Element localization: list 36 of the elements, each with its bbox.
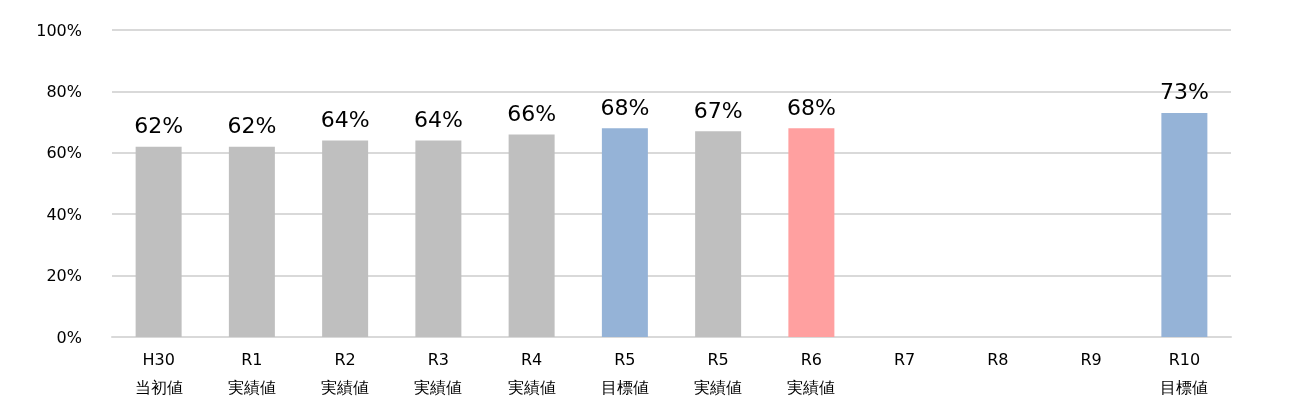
data-label: 64% — [413, 107, 463, 133]
y-tick-label: 20% — [46, 266, 82, 286]
x-tick-label: R2 実績値 — [321, 349, 370, 397]
x-tick-label: R6 実績値 — [787, 349, 836, 397]
x-tick-label: R1 実績値 — [227, 349, 276, 397]
x-tick-label: R8 — [987, 349, 1009, 369]
x-tick-label: H30 当初値 — [134, 349, 183, 397]
data-label: 62% — [134, 113, 184, 139]
data-label: 68% — [786, 94, 836, 120]
bar — [601, 128, 648, 337]
y-tick-label: 80% — [46, 81, 82, 101]
x-tick-label: R4 実績値 — [507, 349, 556, 397]
bar — [1161, 112, 1208, 337]
data-label: 66% — [507, 100, 557, 126]
bar — [508, 134, 555, 337]
x-tick-label: R9 — [1080, 349, 1102, 369]
data-label: 67% — [693, 97, 743, 123]
x-tick-label: R5 実績値 — [694, 349, 743, 397]
data-label: 64% — [320, 107, 370, 133]
data-label: 73% — [1159, 79, 1209, 105]
x-tick-label: R7 — [893, 349, 916, 369]
bar — [135, 146, 182, 337]
data-label: 62% — [227, 113, 277, 139]
bar — [415, 140, 462, 337]
y-tick-label: 60% — [46, 143, 82, 163]
y-tick-label: 40% — [46, 204, 82, 224]
data-label: 68% — [600, 94, 650, 120]
bar — [788, 128, 835, 337]
y-tick-label: 100% — [36, 20, 82, 40]
x-tick-label: R10 目標値 — [1160, 349, 1209, 397]
x-tick-label: R3 実績値 — [414, 349, 463, 397]
bar — [695, 131, 742, 337]
x-tick-label: R5 目標値 — [600, 349, 649, 397]
y-tick-label: 0% — [56, 327, 82, 347]
bar — [322, 140, 369, 337]
bar — [228, 146, 275, 337]
